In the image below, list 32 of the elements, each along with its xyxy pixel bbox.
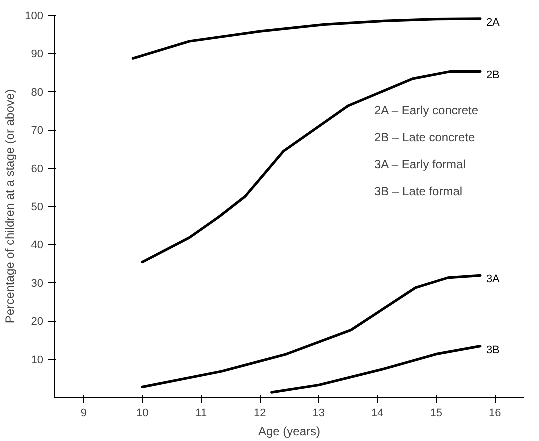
y-tick-label: 30 [31, 278, 44, 290]
x-tick-label: 13 [312, 408, 326, 420]
line-series [141, 274, 482, 388]
annotation: 2B – Late concrete [374, 130, 476, 144]
x-tick-label: 11 [196, 408, 208, 420]
y-tick-label: 60 [31, 163, 44, 176]
annotation: 2A – Early concrete [374, 104, 479, 118]
line-series [132, 18, 482, 60]
y-tick-label: 70 [31, 125, 44, 138]
x-tick-label: 12 [254, 408, 266, 420]
series-label: 3A [486, 274, 501, 286]
line-series [270, 345, 482, 394]
y-tick-label: 20 [31, 316, 44, 328]
series-label: 2B [486, 70, 500, 82]
x-axis-title: Age (years) [258, 424, 321, 438]
x-tick-label: 9 [80, 408, 87, 420]
x-tick-label: 14 [372, 408, 384, 420]
y-tick-label: 90 [31, 48, 44, 61]
x-tick-label: 15 [430, 408, 443, 420]
x-tick-label: 16 [489, 408, 502, 420]
x-tick-label: 10 [136, 408, 149, 420]
y-tick-label: 40 [31, 240, 44, 252]
series-label: 2A [486, 16, 501, 29]
y-tick-label: 10 [31, 354, 44, 366]
series-label: 3B [486, 344, 500, 356]
y-axis-title: Percentage of children at a stage (or above) [3, 89, 18, 324]
y-tick-label: 80 [31, 86, 44, 99]
annotation: 3A – Early formal [374, 158, 466, 172]
line-series [141, 70, 482, 264]
annotation: 3B – Late formal [374, 184, 463, 198]
y-tick-label: 100 [25, 10, 44, 22]
y-tick-label: 50 [31, 202, 44, 214]
